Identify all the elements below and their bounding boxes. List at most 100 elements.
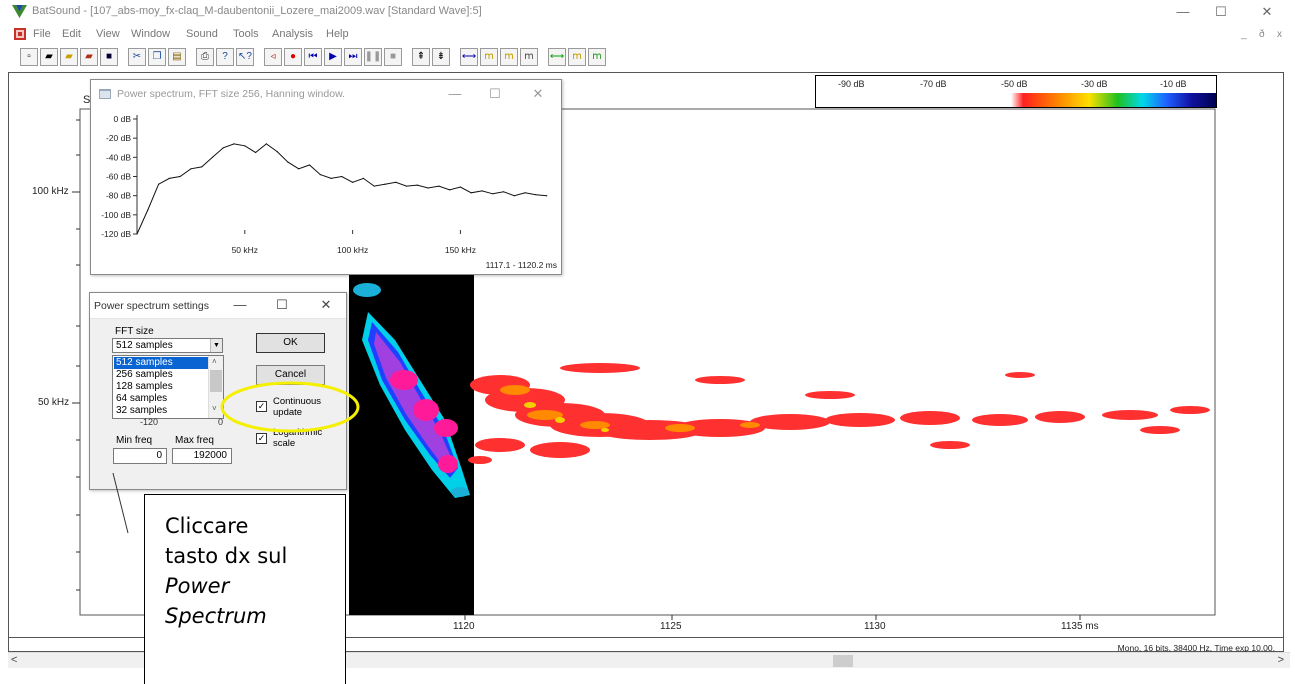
menu-sound[interactable]: Sound <box>186 28 218 40</box>
menu-tools[interactable]: Tools <box>233 28 259 40</box>
restore-button[interactable]: ☐ <box>1215 4 1227 19</box>
paste-icon[interactable]: ▤ <box>168 48 186 66</box>
menu-window[interactable]: Window <box>131 28 171 40</box>
hidden-min-db: -120 <box>140 417 159 427</box>
continuous-update-label: Continuous update <box>273 396 322 418</box>
mdi-close-button[interactable]: x <box>1277 29 1282 40</box>
spectrum-point <box>503 191 505 193</box>
title-bar: BatSound - [107_abs-moy_fx-claq_M-dauben… <box>0 0 1295 24</box>
new-icon[interactable]: ▫ <box>20 48 38 66</box>
skip-forward-icon[interactable]: ⏭ <box>344 48 362 66</box>
waveform-icon[interactable]: ⅿ <box>588 48 606 66</box>
zoom-in-icon[interactable]: ⇞ <box>412 48 430 66</box>
ps-minimize-button[interactable]: — <box>448 86 462 101</box>
spectrum-point <box>201 166 203 168</box>
zoom-out-icon[interactable]: ⇟ <box>432 48 450 66</box>
oscillogram-icon[interactable]: ⅿ <box>480 48 498 66</box>
dropdown-scroll-thumb[interactable] <box>210 370 222 392</box>
spectrum-point <box>535 194 537 196</box>
ps-maximize-button[interactable]: ☐ <box>489 86 501 101</box>
max-freq-input[interactable]: 192000 <box>172 448 232 464</box>
settings-close-button[interactable]: ✕ <box>320 297 332 312</box>
spectrum-point <box>147 209 149 211</box>
logarithmic-scale-label: Logarithmic scale <box>273 427 323 449</box>
power-spectrum-window[interactable]: Power spectrum, FFT size 256, Hanning wi… <box>90 79 562 275</box>
print-icon[interactable]: ⎙ <box>196 48 214 66</box>
scroll-down-icon[interactable]: ˅ <box>212 404 217 413</box>
menu-file[interactable]: File <box>33 28 51 40</box>
record-icon[interactable]: ● <box>284 48 302 66</box>
fft-option[interactable]: 128 samples <box>116 381 173 392</box>
fft-size-select[interactable]: 512 samples ▼ <box>112 338 223 353</box>
power-spectrum-settings-dialog[interactable]: Power spectrum settings — ☐ ✕ FFT size 5… <box>89 292 347 490</box>
pause-icon[interactable]: ❚❚ <box>364 48 382 66</box>
play-icon[interactable]: ▶ <box>324 48 342 66</box>
menu-analysis[interactable]: Analysis <box>272 28 313 40</box>
fft-option[interactable]: 32 samples <box>116 405 168 416</box>
fft-option[interactable]: 256 samples <box>116 369 173 380</box>
spectrum-point <box>416 184 418 186</box>
save-icon[interactable]: ■ <box>100 48 118 66</box>
stop-icon[interactable]: ■ <box>384 48 402 66</box>
spectrogram-icon[interactable]: ⟷ <box>460 48 478 66</box>
mdi-restore-button[interactable]: ð <box>1259 29 1265 40</box>
menu-edit[interactable]: Edit <box>62 28 81 40</box>
x-label-1125: 1125 <box>660 621 682 632</box>
menu-help[interactable]: Help <box>326 28 349 40</box>
copy-icon[interactable]: ❐ <box>148 48 166 66</box>
fft-option[interactable]: 512 samples <box>114 357 208 369</box>
y-tick-label: -60 dB <box>106 172 131 182</box>
ps-close-button[interactable]: ✕ <box>532 86 544 101</box>
context-help-icon[interactable]: ↖? <box>236 48 254 66</box>
fft-size-dropdown[interactable]: 512 samples 256 samples 128 samples 64 s… <box>112 355 224 419</box>
minimize-button[interactable]: — <box>1176 4 1190 19</box>
scroll-thumb[interactable] <box>833 655 853 667</box>
spectrum-icon[interactable]: ⅿ <box>500 48 518 66</box>
cancel-button[interactable]: Cancel <box>256 365 325 385</box>
spectrum-point <box>287 161 289 163</box>
chevron-down-icon[interactable]: ▼ <box>210 339 222 352</box>
continuous-update-checkbox[interactable]: ✓ <box>256 401 267 412</box>
open-icon[interactable]: ▰ <box>40 48 58 66</box>
settings-minimize-button[interactable]: — <box>233 297 247 312</box>
spectrum-point <box>136 233 138 235</box>
scroll-left-icon[interactable]: < <box>11 654 18 666</box>
close-button[interactable]: ✕ <box>1261 4 1273 19</box>
spectrum-point <box>481 190 483 192</box>
spectrum-point <box>470 192 472 194</box>
scroll-right-icon[interactable]: > <box>1277 654 1284 666</box>
spectrum-point <box>211 156 214 158</box>
document-icon[interactable] <box>13 27 27 41</box>
logarithmic-scale-checkbox[interactable]: ✓ <box>256 433 267 444</box>
rewind-icon[interactable]: ◃ <box>264 48 282 66</box>
spectrum-point <box>222 147 224 149</box>
window-title: BatSound - [107_abs-moy_fx-claq_M-dauben… <box>32 5 482 17</box>
scroll-up-icon[interactable]: ˄ <box>212 357 217 366</box>
ok-button[interactable]: OK <box>256 333 325 353</box>
min-freq-input[interactable]: 0 <box>113 448 167 464</box>
spectrum-point <box>352 181 354 183</box>
settings-title-bar[interactable]: Power spectrum settings — ☐ ✕ <box>90 293 346 319</box>
analysis-icon[interactable]: ⅿ <box>568 48 586 66</box>
y-tick-label: -100 dB <box>101 210 131 220</box>
mdi-minimize-button[interactable]: _ <box>1241 29 1247 40</box>
open-red-icon[interactable]: ▰ <box>80 48 98 66</box>
skip-back-icon[interactable]: ⏮ <box>304 48 322 66</box>
y-tick-label: -40 dB <box>106 152 131 162</box>
fft-option[interactable]: 64 samples <box>116 393 168 404</box>
spectrum-point <box>298 168 300 170</box>
power-spectrum-title-bar[interactable]: Power spectrum, FFT size 256, Hanning wi… <box>91 80 561 108</box>
open-folder-icon[interactable]: ▰ <box>60 48 78 66</box>
cut-icon[interactable]: ✂ <box>128 48 146 66</box>
annotation-line: Cliccare <box>165 514 249 538</box>
spectrum-point <box>265 143 267 145</box>
y-tick-label: 0 dB <box>114 114 132 124</box>
marker-icon[interactable]: ⟷ <box>548 48 566 66</box>
help-icon[interactable]: ? <box>216 48 234 66</box>
pitch-icon[interactable]: ⅿ <box>520 48 538 66</box>
power-spectrum-chart[interactable]: 0 dB -20 dB -40 dB -60 dB -80 dB -100 dB -120 … <box>91 108 561 274</box>
settings-maximize-button[interactable]: ☐ <box>276 297 288 312</box>
dropdown-scrollbar[interactable]: ˄ ˅ <box>208 356 223 418</box>
menu-view[interactable]: View <box>96 28 120 40</box>
